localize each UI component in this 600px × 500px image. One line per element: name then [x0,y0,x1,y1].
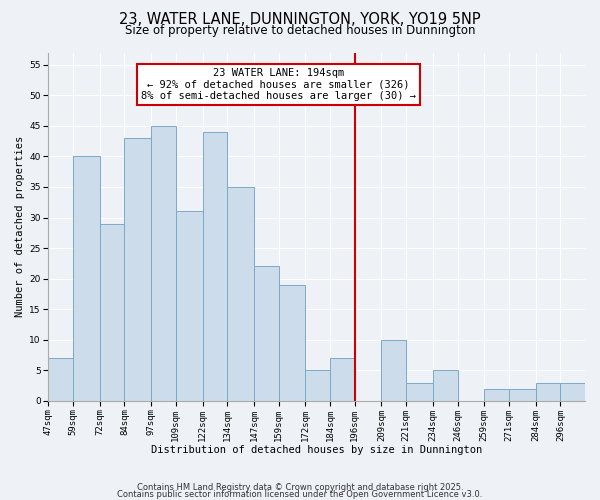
Text: Contains HM Land Registry data © Crown copyright and database right 2025.: Contains HM Land Registry data © Crown c… [137,484,463,492]
Bar [382,340,406,401]
Bar [560,382,585,401]
Text: Contains public sector information licensed under the Open Government Licence v3: Contains public sector information licen… [118,490,482,499]
Bar [406,382,433,401]
Y-axis label: Number of detached properties: Number of detached properties [15,136,25,318]
Bar [49,358,73,401]
Bar [151,126,176,401]
Bar [484,388,509,401]
Text: 23 WATER LANE: 194sqm
← 92% of detached houses are smaller (326)
8% of semi-deta: 23 WATER LANE: 194sqm ← 92% of detached … [141,68,416,101]
Bar [100,224,124,401]
Text: Size of property relative to detached houses in Dunnington: Size of property relative to detached ho… [125,24,475,37]
Bar [227,187,254,401]
Bar [536,382,560,401]
Bar [254,266,278,401]
Text: 23, WATER LANE, DUNNINGTON, YORK, YO19 5NP: 23, WATER LANE, DUNNINGTON, YORK, YO19 5… [119,12,481,28]
Bar [278,285,305,401]
Bar [330,358,355,401]
Bar [433,370,458,401]
Bar [509,388,536,401]
Bar [73,156,100,401]
Bar [124,138,151,401]
Bar [305,370,330,401]
Bar [176,212,203,401]
Bar [203,132,227,401]
X-axis label: Distribution of detached houses by size in Dunnington: Distribution of detached houses by size … [151,445,482,455]
